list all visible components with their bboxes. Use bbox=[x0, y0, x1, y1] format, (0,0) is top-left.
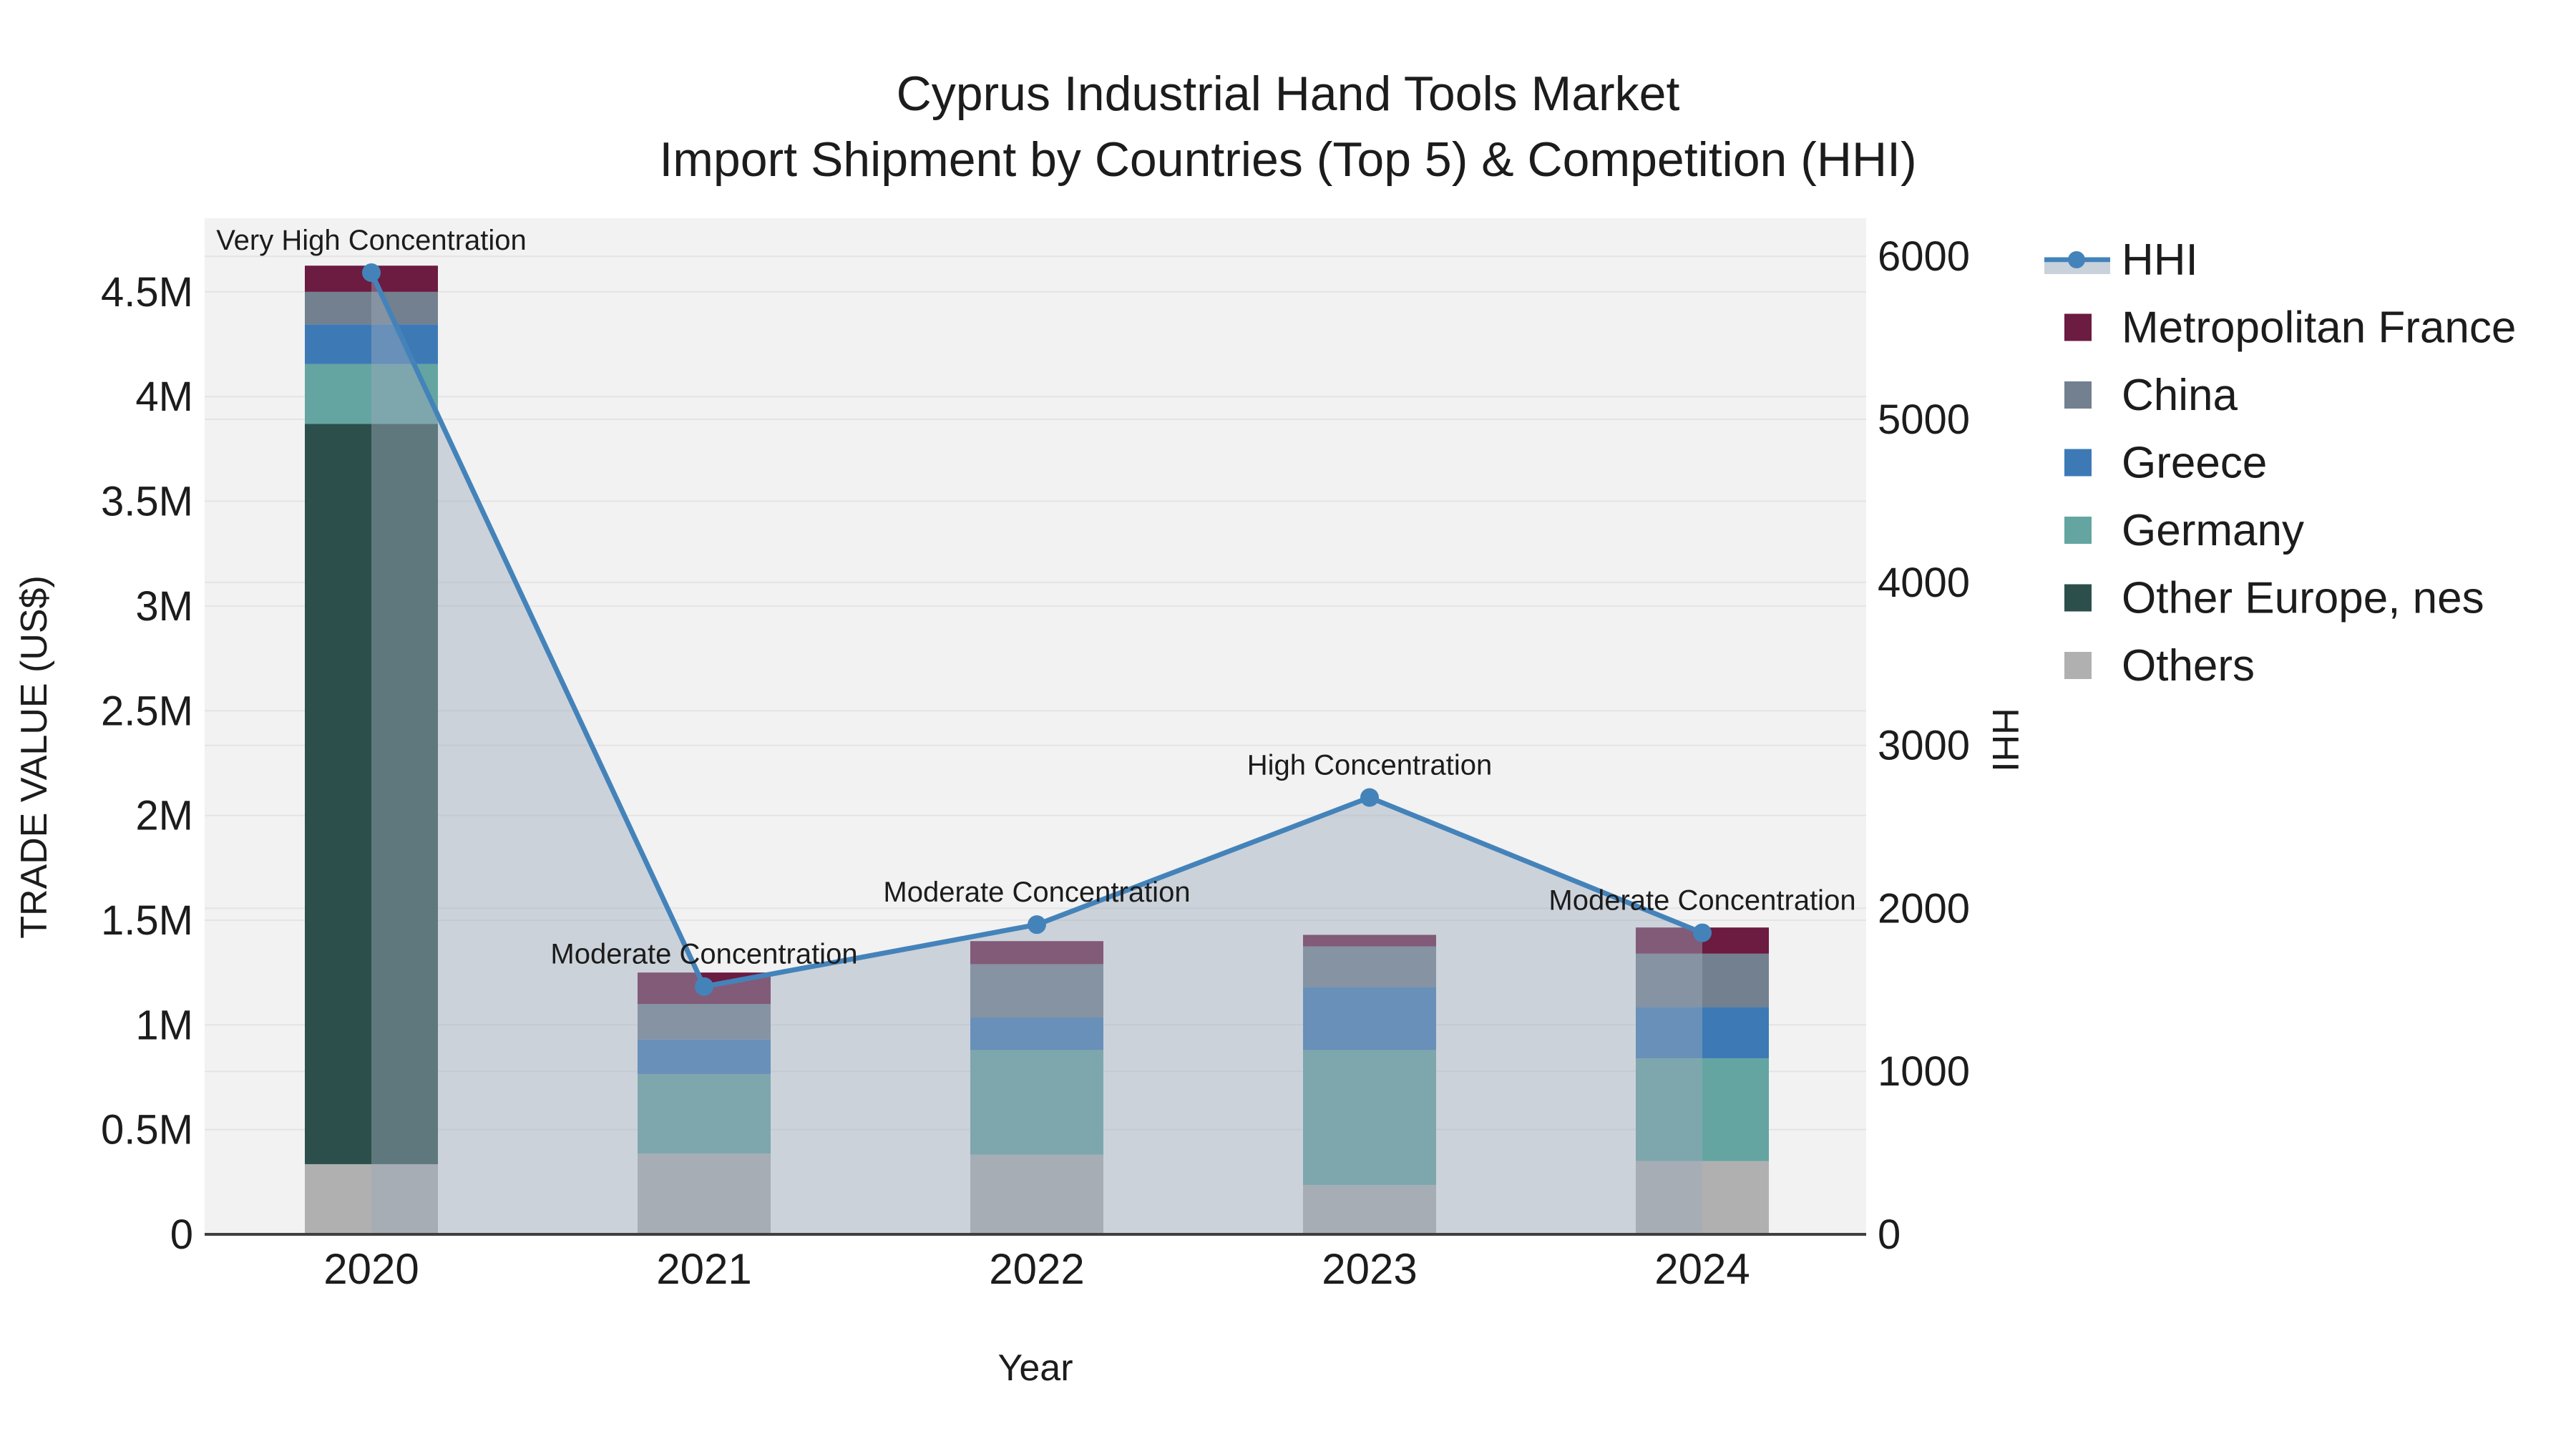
bar-segment-others-2020 bbox=[305, 1163, 438, 1234]
legend-label: HHI bbox=[2122, 235, 2198, 285]
x-tick-label: 2022 bbox=[989, 1245, 1084, 1293]
bar-segment-china-2024 bbox=[1636, 953, 1769, 1008]
y-right-tick-label: 6000 bbox=[1878, 233, 1970, 280]
hhi-marker-2021 bbox=[695, 977, 713, 996]
bar-segment-greece-2021 bbox=[638, 1039, 771, 1075]
bar-segment-other-europe-nes-2020 bbox=[305, 424, 438, 1164]
bar-segment-others-2021 bbox=[638, 1153, 771, 1234]
y-left-tick-label: 4.5M bbox=[101, 269, 193, 316]
x-axis-title: Year bbox=[997, 1347, 1073, 1389]
hhi-marker-2020 bbox=[362, 263, 381, 282]
x-tick-label: 2020 bbox=[323, 1245, 419, 1293]
legend-label: Other Europe, nes bbox=[2122, 574, 2484, 623]
legend-item-germany[interactable]: Germany bbox=[2064, 506, 2304, 555]
legend-item-metropolitan-france[interactable]: Metropolitan France bbox=[2064, 303, 2516, 353]
x-tick-label: 2023 bbox=[1322, 1245, 1417, 1293]
legend-item-others[interactable]: Others bbox=[2064, 641, 2255, 691]
hhi-marker-2023 bbox=[1360, 788, 1379, 807]
y-left-tick-label: 2.5M bbox=[101, 688, 193, 734]
bar-segment-germany-2022 bbox=[970, 1050, 1103, 1155]
y-left-tick-label: 2M bbox=[135, 793, 193, 839]
bar-segment-germany-2020 bbox=[305, 364, 438, 424]
annotation: Very High Concentration bbox=[216, 225, 527, 256]
y-left-tick-label: 0 bbox=[170, 1211, 193, 1258]
bar-segment-china-2021 bbox=[638, 1004, 771, 1040]
y-left-tick-label: 0.5M bbox=[101, 1107, 193, 1153]
bar-segment-others-2023 bbox=[1303, 1185, 1436, 1234]
annotation: High Concentration bbox=[1247, 749, 1492, 781]
y-right-tick-label: 4000 bbox=[1878, 560, 1970, 606]
legend-hhi-area-swatch bbox=[2044, 263, 2110, 274]
y-right-tick-label: 0 bbox=[1878, 1211, 1901, 1258]
x-tick-label: 2024 bbox=[1654, 1245, 1750, 1293]
bar-segment-china-2020 bbox=[305, 291, 438, 325]
bar-segment-germany-2024 bbox=[1636, 1058, 1769, 1161]
annotation: Moderate Concentration bbox=[1548, 885, 1855, 917]
legend-label: China bbox=[2122, 371, 2238, 420]
bar-segment-greece-2024 bbox=[1636, 1007, 1769, 1059]
bar-segment-china-2022 bbox=[970, 964, 1103, 1018]
legend-label: Metropolitan France bbox=[2122, 303, 2516, 353]
x-tick-label: 2021 bbox=[656, 1245, 751, 1293]
legend-swatch bbox=[2064, 584, 2092, 612]
y-right-tick-label: 1000 bbox=[1878, 1048, 1970, 1095]
y-left-tick-label: 1M bbox=[135, 1002, 193, 1048]
bar-segment-greece-2023 bbox=[1303, 987, 1436, 1050]
legend-label: Germany bbox=[2122, 506, 2304, 555]
bar-segment-others-2024 bbox=[1636, 1161, 1769, 1234]
legend-item-other-europe-nes[interactable]: Other Europe, nes bbox=[2064, 574, 2484, 623]
y-right-tick-label: 2000 bbox=[1878, 885, 1970, 932]
bar-segment-china-2023 bbox=[1303, 946, 1436, 987]
y-right-tick-label: 3000 bbox=[1878, 723, 1970, 769]
annotation: Moderate Concentration bbox=[550, 939, 857, 970]
legend-item-greece[interactable]: Greece bbox=[2064, 439, 2267, 488]
hhi-marker-2024 bbox=[1693, 923, 1712, 942]
legend-hhi-marker-swatch bbox=[2068, 251, 2085, 268]
legend-swatch bbox=[2064, 313, 2092, 341]
hhi-marker-2022 bbox=[1028, 915, 1046, 935]
y-axis-title-left: TRADE VALUE (US$) bbox=[14, 575, 55, 939]
annotation: Moderate Concentration bbox=[883, 877, 1190, 908]
y-right-tick-label: 5000 bbox=[1878, 396, 1970, 443]
y-left-tick-label: 3M bbox=[135, 583, 193, 630]
y-axis-title-right: HHI bbox=[1984, 708, 2026, 772]
legend-label: Greece bbox=[2122, 439, 2267, 488]
legend-swatch bbox=[2064, 652, 2092, 679]
y-left-tick-label: 1.5M bbox=[101, 897, 193, 944]
legend-swatch bbox=[2064, 449, 2092, 477]
legend-swatch bbox=[2064, 381, 2092, 409]
bar-segment-metropolitan-france-2022 bbox=[970, 941, 1103, 965]
bar-segment-metropolitan-france-2023 bbox=[1303, 935, 1436, 947]
legend-label: Others bbox=[2122, 641, 2255, 691]
legend-swatch bbox=[2064, 517, 2092, 544]
bar-segment-germany-2021 bbox=[638, 1074, 771, 1154]
bar-segment-greece-2020 bbox=[305, 324, 438, 364]
y-left-tick-label: 3.5M bbox=[101, 479, 193, 525]
legend-item-china[interactable]: China bbox=[2064, 371, 2238, 420]
y-left-tick-label: 4M bbox=[135, 374, 193, 420]
bar-segment-others-2022 bbox=[970, 1154, 1103, 1234]
bar-segment-germany-2023 bbox=[1303, 1050, 1436, 1186]
chart-subtitle: Import Shipment by Countries (Top 5) & C… bbox=[659, 132, 1917, 187]
legend-item-hhi[interactable]: HHI bbox=[2044, 235, 2198, 285]
chart-title: Cyprus Industrial Hand Tools Market bbox=[896, 67, 1680, 121]
bar-segment-greece-2022 bbox=[970, 1018, 1103, 1050]
